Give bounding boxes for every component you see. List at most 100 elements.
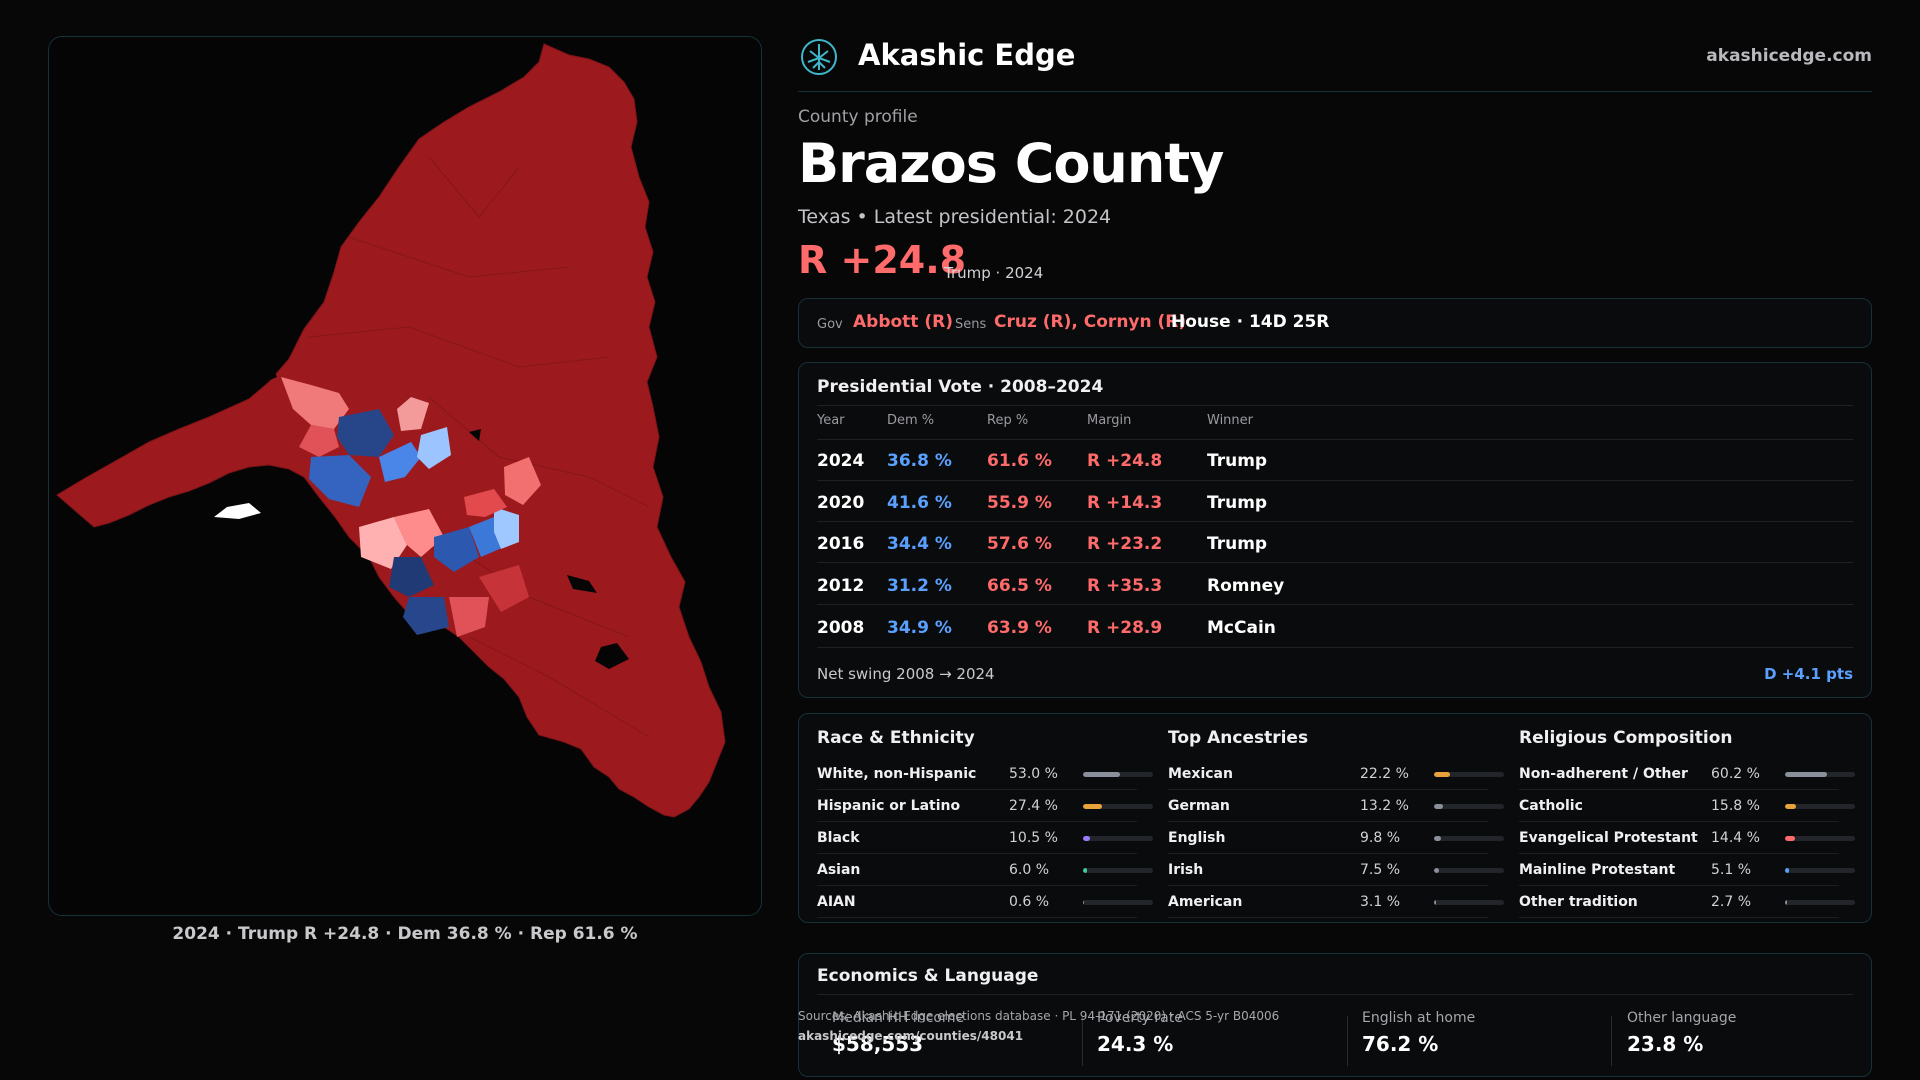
row-rep: 63.9 % <box>987 618 1052 638</box>
economics-card: Economics & Language Median HH income $5… <box>798 953 1872 1077</box>
list-item[interactable]: Catholic 15.8 % <box>1519 790 1855 822</box>
item-name: Non-adherent / Other <box>1519 766 1688 782</box>
list-item[interactable]: German 13.2 % <box>1168 790 1504 822</box>
list-item[interactable]: American 3.1 % <box>1168 886 1504 918</box>
col-header-winner: Winner <box>1207 413 1254 428</box>
row-dem: 34.4 % <box>887 534 952 554</box>
row-margin: R +14.3 <box>1087 493 1163 513</box>
sources-footnote: Sources: Akashic Edge elections database… <box>798 1006 1279 1046</box>
percent-bar <box>1785 900 1855 905</box>
row-year: 2016 <box>817 534 865 554</box>
page-title: Brazos County <box>798 132 1224 195</box>
percent-bar <box>1434 868 1504 873</box>
col-header-margin: Margin <box>1087 413 1132 428</box>
race-ethnicity-section: Race & Ethnicity White, non-Hispanic 53.0… <box>817 714 1153 924</box>
percent-bar <box>1785 804 1855 809</box>
row-rep: 61.6 % <box>987 451 1052 471</box>
county-precinct-map[interactable] <box>48 36 762 916</box>
table-row[interactable]: 2016 34.4 % 57.6 % R +23.2 Trump <box>799 524 1873 565</box>
table-row[interactable]: 2008 34.9 % 63.9 % R +28.9 McCain <box>799 608 1873 649</box>
item-percent: 27.4 % <box>1009 798 1058 814</box>
row-winner: McCain <box>1207 618 1276 638</box>
stat-english-at-home: English at home 76.2 % <box>1362 1010 1612 1068</box>
row-dem: 36.8 % <box>887 451 952 471</box>
urban-precincts[interactable] <box>214 377 541 637</box>
row-margin: R +28.9 <box>1087 618 1163 638</box>
percent-bar-fill <box>1434 900 1437 905</box>
percent-bar-fill <box>1785 804 1797 809</box>
item-percent: 22.2 % <box>1360 766 1409 782</box>
app-header: Akashic Edge akashicedge.com <box>798 30 1872 92</box>
row-margin: R +23.2 <box>1087 534 1163 554</box>
percent-bar <box>1083 772 1153 777</box>
item-name: Hispanic or Latino <box>817 798 961 814</box>
item-name: Catholic <box>1519 798 1583 814</box>
percent-bar <box>1785 868 1855 873</box>
row-dem: 31.2 % <box>887 576 952 596</box>
map-caption: 2024 · Trump R +24.8 · Dem 36.8 % · Rep … <box>172 924 638 944</box>
percent-bar-fill <box>1434 772 1450 777</box>
percent-bar-fill <box>1434 836 1441 841</box>
list-item[interactable]: Black 10.5 % <box>817 822 1153 854</box>
senators-label: Sens <box>955 317 987 332</box>
item-name: Evangelical Protestant <box>1519 830 1698 846</box>
item-name: Irish <box>1168 862 1204 878</box>
percent-bar <box>1083 804 1153 809</box>
item-percent: 9.8 % <box>1360 830 1401 846</box>
percent-bar <box>1434 836 1504 841</box>
gov-label: Gov <box>817 317 843 332</box>
list-item[interactable]: AIAN 0.6 % <box>817 886 1153 918</box>
brand-name[interactable]: Akashic Edge <box>858 38 1076 72</box>
site-url-link[interactable]: akashicedge.com <box>1706 46 1872 66</box>
county-subline: Texas • Latest presidential: 2024 <box>798 206 1112 228</box>
item-percent: 13.2 % <box>1360 798 1409 814</box>
item-name: Mexican <box>1168 766 1233 782</box>
percent-bar-fill <box>1083 900 1085 905</box>
percent-bar-fill <box>1083 772 1121 777</box>
item-percent: 0.6 % <box>1009 894 1050 910</box>
county-permalink[interactable]: akashicedge.com/counties/48041 <box>798 1029 1024 1043</box>
percent-bar-fill <box>1083 868 1088 873</box>
percent-bar <box>1083 900 1153 905</box>
stat-label: Median HH income <box>832 1010 965 1026</box>
percent-bar-fill <box>1785 772 1828 777</box>
list-item[interactable]: English 9.8 % <box>1168 822 1504 854</box>
page-eyebrow: County profile <box>798 107 918 127</box>
precinct-choropleth[interactable] <box>49 37 762 916</box>
stat-value: 23.8 % <box>1627 1032 1704 1056</box>
list-item[interactable]: Hispanic or Latino 27.4 % <box>817 790 1153 822</box>
item-name: AIAN <box>817 894 856 910</box>
item-name: American <box>1168 894 1243 910</box>
list-item[interactable]: Mexican 22.2 % <box>1168 758 1504 790</box>
stat-label: Other language <box>1627 1010 1737 1026</box>
list-item[interactable]: Evangelical Protestant 14.4 % <box>1519 822 1855 854</box>
item-percent: 6.0 % <box>1009 862 1050 878</box>
percent-bar <box>1785 772 1855 777</box>
item-name: English <box>1168 830 1226 846</box>
list-item[interactable]: Irish 7.5 % <box>1168 854 1504 886</box>
religion-title: Religious Composition <box>1519 728 1733 748</box>
row-margin: R +35.3 <box>1087 576 1163 596</box>
stat-value: 76.2 % <box>1362 1032 1439 1056</box>
list-item[interactable]: Mainline Protestant 5.1 % <box>1519 854 1855 886</box>
list-item[interactable]: White, non-Hispanic 53.0 % <box>817 758 1153 790</box>
item-percent: 15.8 % <box>1711 798 1760 814</box>
headline-margin-note: Trump · 2024 <box>944 264 1044 282</box>
list-item[interactable]: Asian 6.0 % <box>817 854 1153 886</box>
sources-text: Sources: Akashic Edge elections database… <box>798 1009 1280 1023</box>
demographics-card: Race & Ethnicity White, non-Hispanic 53.0… <box>798 713 1872 923</box>
table-row[interactable]: 2012 31.2 % 66.5 % R +35.3 Romney <box>799 566 1873 607</box>
table-row[interactable]: 2024 36.8 % 61.6 % R +24.8 Trump <box>799 441 1873 482</box>
stat-label: Poverty rate <box>1097 1010 1183 1026</box>
item-name: Black <box>817 830 860 846</box>
list-item[interactable]: Other tradition 2.7 % <box>1519 886 1855 918</box>
row-year: 2012 <box>817 576 865 596</box>
percent-bar-fill <box>1785 868 1789 873</box>
list-item[interactable]: Non-adherent / Other 60.2 % <box>1519 758 1855 790</box>
item-percent: 60.2 % <box>1711 766 1760 782</box>
headline-margin: R +24.8 <box>798 238 967 282</box>
percent-bar <box>1083 868 1153 873</box>
table-row[interactable]: 2020 41.6 % 55.9 % R +14.3 Trump <box>799 483 1873 524</box>
row-winner: Trump <box>1207 493 1268 513</box>
percent-bar <box>1434 772 1504 777</box>
